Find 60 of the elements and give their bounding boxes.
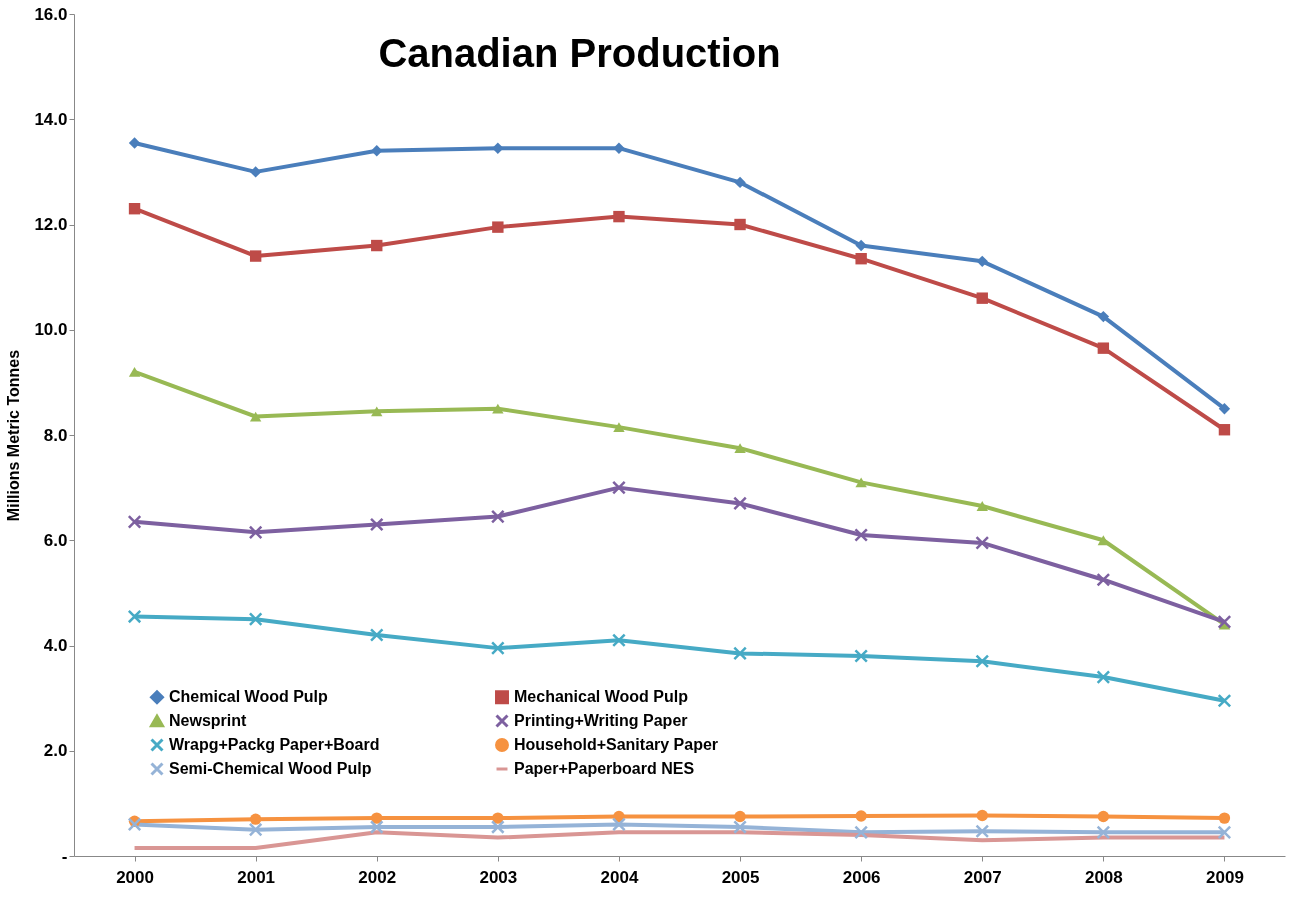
x-tick-label: 2005 [721,867,760,887]
legend-label: Newsprint [169,712,248,729]
x-tick-label: 2003 [479,867,518,887]
chart-title: Canadian Production [378,31,781,75]
x-tick-label: 2006 [842,867,881,887]
point [975,654,990,669]
point [490,641,505,656]
y-tick-label: - [61,846,68,866]
point [127,609,142,624]
x-tick-label: 2001 [237,867,276,887]
x-tick-label: 2002 [358,867,397,887]
point [127,514,142,529]
point [1217,825,1232,840]
line-series [132,830,1227,851]
point [612,480,626,495]
point [248,525,263,540]
legend-label: Printing+Writing Paper [514,712,688,729]
point [854,825,869,840]
point [369,517,384,532]
point [1217,614,1232,629]
legend-label: Wrapg+Packg Paper+Board [169,736,380,753]
point [1096,572,1111,587]
y-tick-label: 6.0 [43,530,68,550]
legend-label: Mechanical Wood Pulp [514,688,689,706]
point [975,535,990,550]
point [733,820,747,835]
point [248,612,263,627]
point [854,528,869,542]
y-tick-label: 14.0 [34,109,68,129]
point [1217,693,1232,708]
y-tick-label: 12.0 [34,215,68,234]
x-tick-label: 2009 [1206,867,1244,887]
x-tick-label: 2000 [116,867,154,887]
x-tick-label: 2008 [1084,867,1123,887]
y-tick-label: 10.0 [34,320,68,340]
y-tick-label: 4.0 [43,636,68,655]
point [369,628,384,642]
point [490,509,505,524]
point [369,820,384,835]
legend-label: Household+Sanitary Paper [514,736,719,753]
point [1096,825,1111,840]
x-tick-label: 2004 [600,867,639,887]
y-tick-label: 8.0 [43,425,68,445]
point [733,646,747,661]
point [733,496,747,511]
point [1096,670,1111,685]
point [612,817,626,832]
y-axis-title: Millions Metric Tonnes [5,349,23,522]
x-tick-label: 2007 [963,867,1002,887]
point [490,820,505,835]
legend-label: Semi-Chemical Wood Pulp [169,760,372,777]
y-tick-label: 16.0 [34,4,68,24]
legend-label: Paper+Paperboard NES [514,760,695,777]
point [248,822,263,837]
point [975,824,990,839]
y-tick-label: 2.0 [43,741,68,761]
legend-label: Chemical Wood Pulp [169,688,329,706]
point [854,649,869,663]
point [127,817,142,832]
point [612,633,626,648]
